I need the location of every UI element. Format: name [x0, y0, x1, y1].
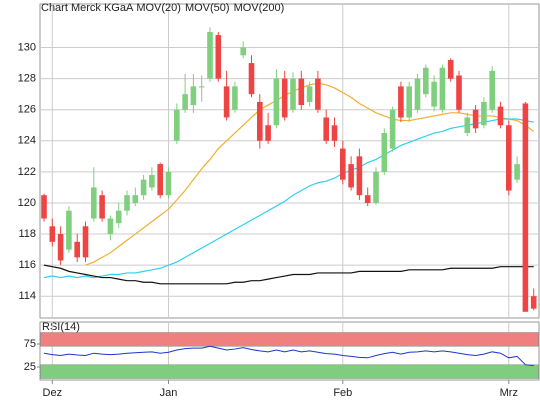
y-tick-label: 118: [18, 228, 36, 240]
candle-body: [331, 125, 338, 141]
candle-body: [298, 78, 305, 106]
candle-body: [240, 47, 246, 56]
candle-body: [57, 234, 64, 261]
y-tick-label: 122: [18, 166, 36, 178]
candle-body: [348, 164, 354, 188]
candle-body: [522, 103, 529, 312]
candle-body: [356, 156, 363, 196]
candle-body: [456, 75, 462, 110]
candle-body: [514, 164, 520, 180]
candle-body: [414, 78, 421, 110]
y-tick-label: 116: [18, 259, 36, 271]
x-tick-label: Jan: [160, 387, 178, 399]
moving-average: [43, 264, 534, 285]
candle-body: [439, 67, 446, 110]
x-tick-label: Dez: [43, 387, 63, 399]
candle-body: [431, 81, 437, 107]
price-panel: [39, 3, 540, 319]
y-tick-label: 75: [24, 338, 36, 350]
candle-body: [248, 63, 255, 95]
candle-body: [132, 195, 139, 203]
candle-body: [340, 148, 346, 180]
y-tick-label: 124: [18, 135, 36, 147]
x-tick-label: Mrz: [500, 387, 518, 399]
candle-body: [406, 86, 412, 118]
candle-body: [82, 226, 89, 258]
candle-body: [182, 94, 188, 110]
candle-body: [215, 35, 222, 79]
candle-body: [423, 67, 429, 95]
candle-body: [198, 86, 205, 88]
chart-title: Chart Merck KGaA: [41, 2, 134, 14]
candle-body: [107, 218, 114, 235]
legend-entry: MOV(20): [136, 2, 181, 14]
candle-body: [165, 171, 172, 196]
legend-entry: MOV(200): [234, 2, 285, 14]
candle-body: [481, 101, 487, 126]
y-tick-label: 128: [18, 73, 36, 85]
candle-body: [99, 195, 105, 219]
candle-body: [530, 296, 537, 309]
candle-body: [381, 133, 388, 172]
candle-body: [124, 195, 130, 211]
y-tick-label: 25: [24, 361, 36, 373]
rsi-band: [40, 364, 539, 379]
candle-body: [115, 210, 122, 224]
candle-body: [364, 195, 371, 203]
candle-body: [306, 86, 313, 102]
moving-average: [43, 118, 534, 279]
candle-body: [74, 241, 80, 258]
candle-body: [257, 101, 263, 141]
candle-body: [223, 86, 230, 118]
candle-body: [497, 106, 504, 126]
candle-body: [265, 125, 271, 141]
rsi-band: [40, 332, 539, 347]
candle-body: [41, 195, 47, 219]
candle-body: [281, 78, 288, 118]
y-tick-label: 126: [18, 104, 36, 116]
rsi-title: RSI(14): [42, 321, 80, 333]
y-tick-label: 130: [18, 41, 36, 53]
candle-body: [273, 78, 280, 126]
candle-body: [489, 70, 495, 110]
candle-body: [157, 164, 163, 196]
candle-body: [140, 179, 147, 196]
candle-body: [49, 226, 56, 242]
candle-body: [66, 210, 72, 250]
candle-body: [190, 86, 197, 106]
x-tick-label: Feb: [333, 387, 352, 399]
candle-body: [464, 117, 471, 134]
candle-body: [149, 174, 155, 188]
y-tick-label: 120: [18, 197, 36, 209]
candle-body: [323, 117, 329, 141]
candle-body: [506, 125, 512, 191]
candle-body: [91, 187, 97, 219]
candle-body: [398, 86, 404, 118]
candle-body: [290, 78, 296, 110]
y-tick-label: 114: [18, 290, 36, 302]
candle-body: [207, 31, 213, 79]
candle-body: [389, 109, 396, 149]
candle-body: [472, 109, 479, 129]
rsi-line: [43, 345, 534, 367]
candle-body: [447, 59, 454, 79]
candle-body: [232, 86, 238, 110]
candle-body: [174, 109, 180, 141]
candle-body: [315, 78, 321, 110]
legend-entry: MOV(50): [185, 2, 230, 14]
candle-body: [373, 171, 379, 203]
